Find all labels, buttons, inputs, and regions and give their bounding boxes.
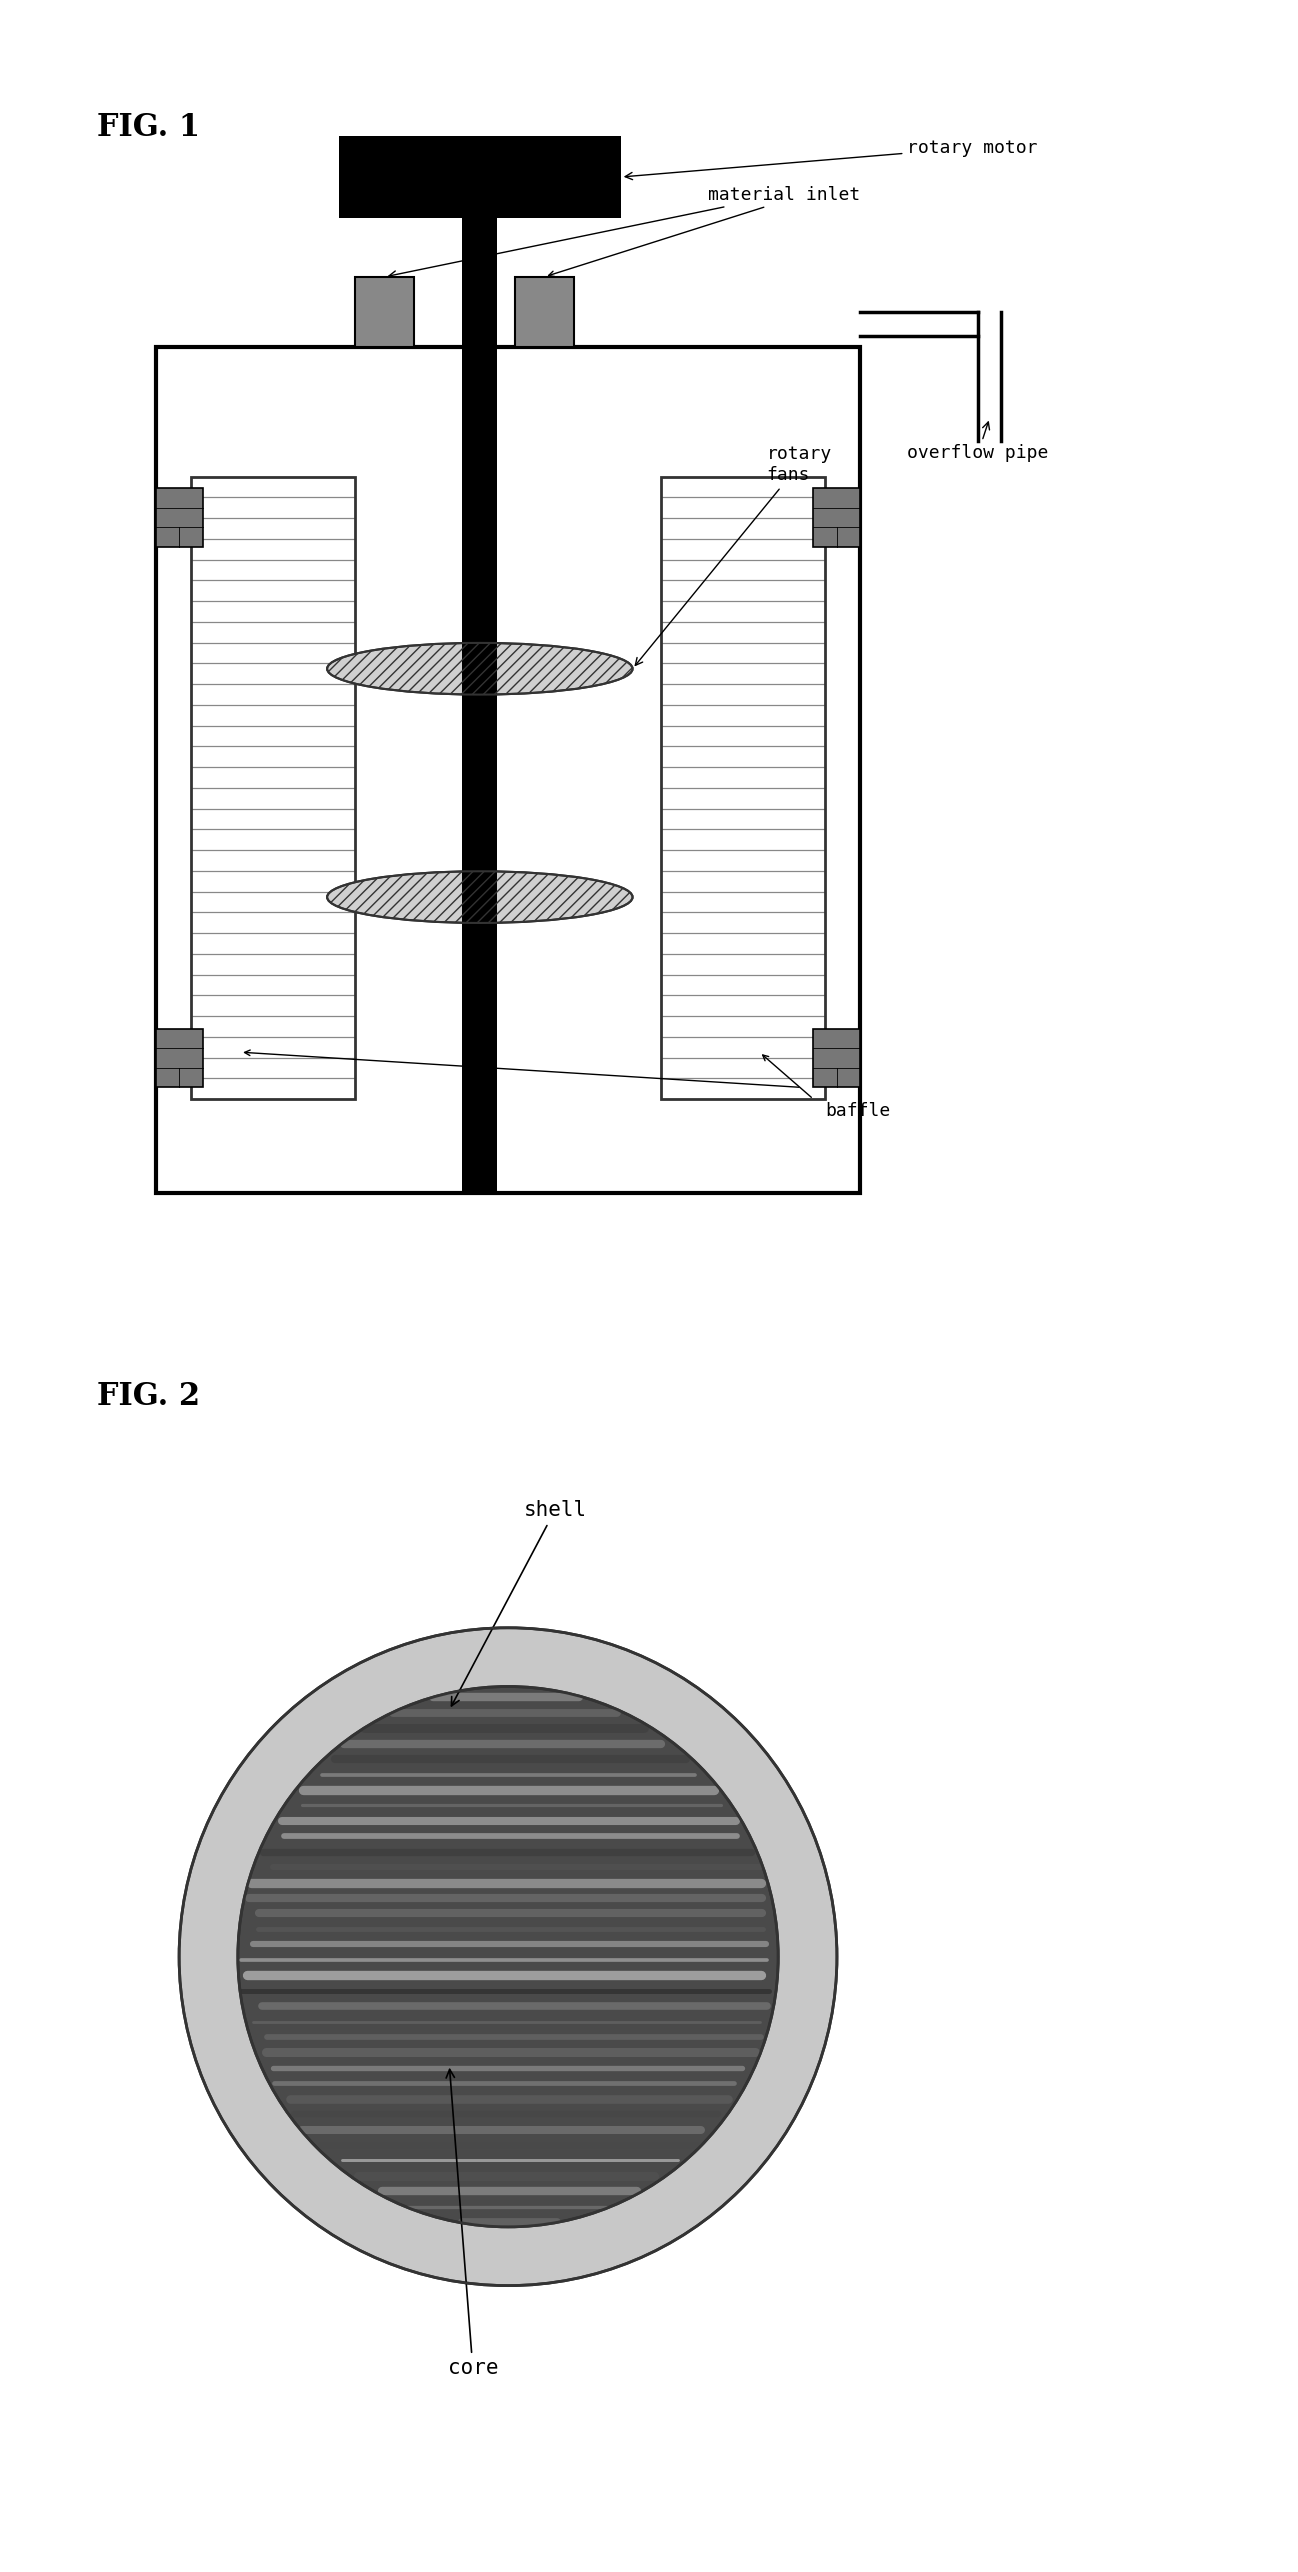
Text: baffle: baffle <box>826 1101 890 1119</box>
Bar <box>661 476 826 1098</box>
Bar <box>191 476 356 1098</box>
Bar <box>156 347 861 1193</box>
Bar <box>356 278 414 347</box>
Text: FIG. 2: FIG. 2 <box>97 1381 200 1412</box>
Ellipse shape <box>327 643 632 694</box>
Bar <box>339 136 620 219</box>
Text: FIG. 1: FIG. 1 <box>97 113 200 144</box>
Bar <box>814 489 861 548</box>
Bar <box>156 1029 202 1088</box>
Bar <box>814 1029 861 1088</box>
Text: rotary motor: rotary motor <box>626 139 1038 180</box>
Text: overflow pipe: overflow pipe <box>907 422 1049 463</box>
Circle shape <box>238 1687 779 2227</box>
Text: core: core <box>447 2070 498 2379</box>
Ellipse shape <box>327 872 632 923</box>
Bar <box>515 278 574 347</box>
Text: rotary
fans: rotary fans <box>635 445 832 666</box>
Bar <box>462 136 497 1193</box>
Text: material inlet: material inlet <box>389 185 861 278</box>
Text: shell: shell <box>452 1499 587 1705</box>
Circle shape <box>179 1628 837 2287</box>
Bar <box>156 489 202 548</box>
